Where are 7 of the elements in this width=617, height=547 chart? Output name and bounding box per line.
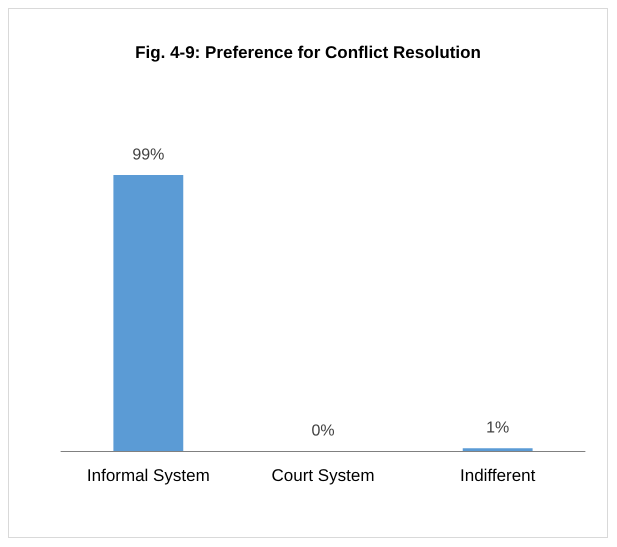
chart-title: Fig. 4-9: Preference for Conflict Resolution	[135, 43, 481, 62]
data-label: 0%	[311, 422, 335, 440]
data-label: 99%	[132, 146, 164, 164]
x-tick-label: Indifferent	[460, 466, 536, 485]
data-label: 1%	[486, 420, 510, 437]
x-tick-label: Informal System	[86, 466, 210, 485]
x-tick-label: Court System	[272, 466, 374, 485]
